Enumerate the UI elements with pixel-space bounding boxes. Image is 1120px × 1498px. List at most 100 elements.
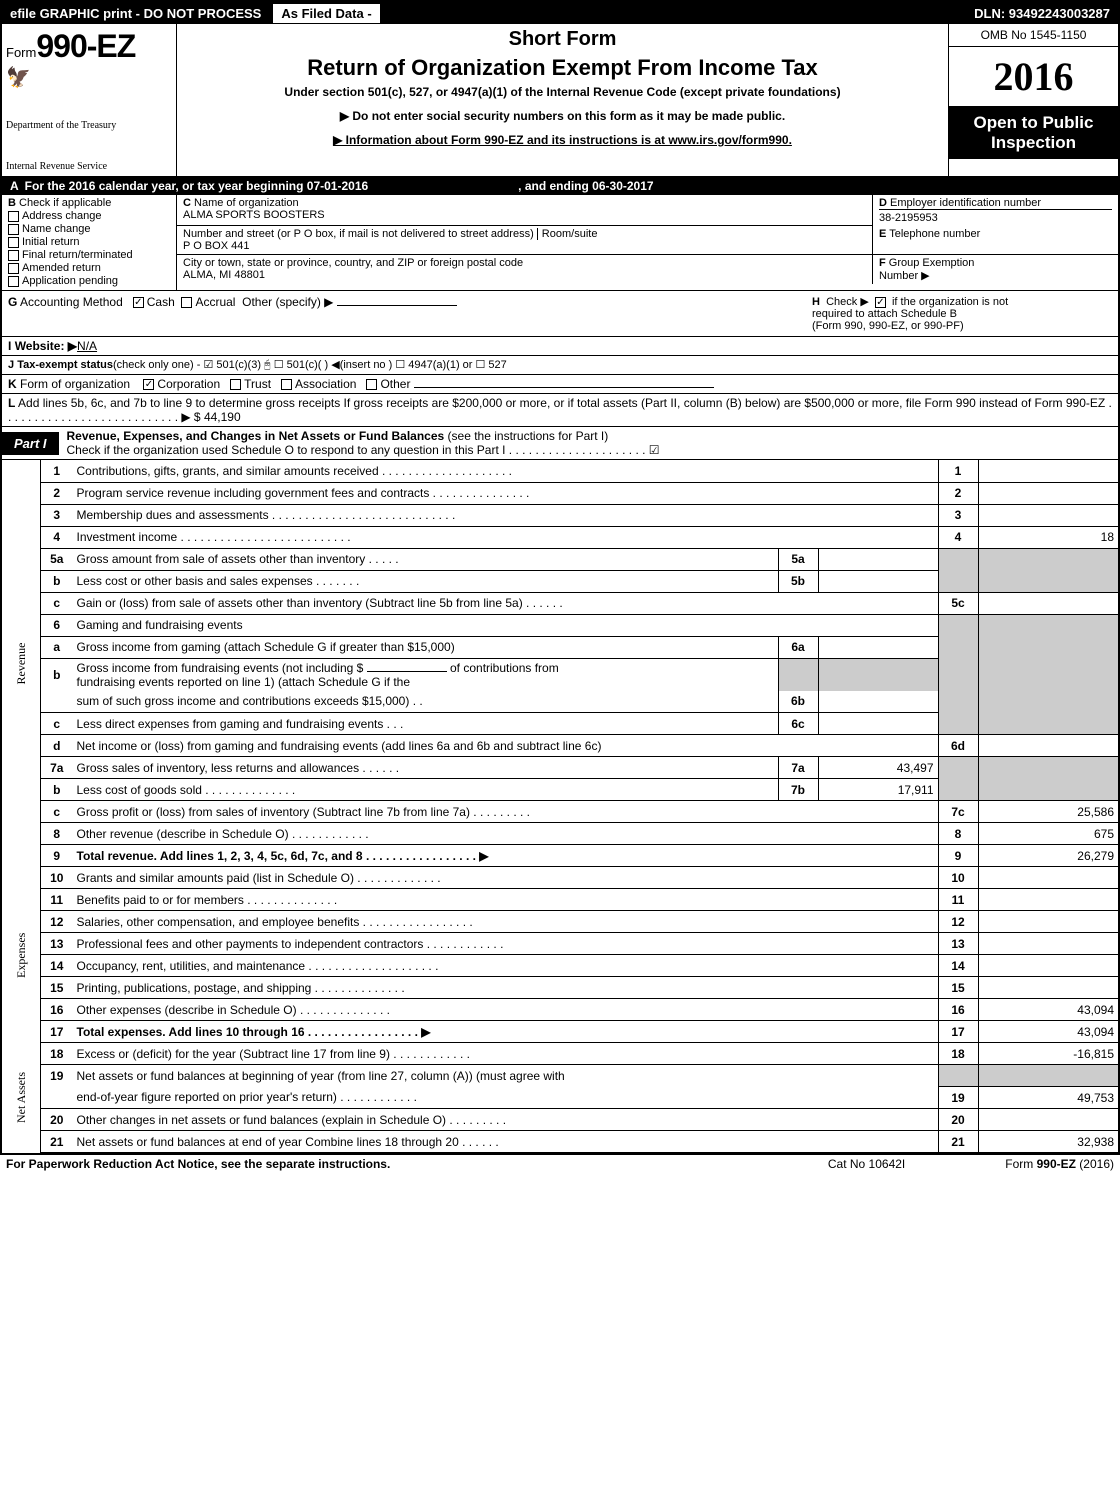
l7b-desc: Less cost of goods sold . . . . . . . . … bbox=[73, 779, 779, 801]
l11-num: 11 bbox=[41, 889, 73, 911]
g-label: G bbox=[8, 295, 17, 309]
l2-desc: Program service revenue including govern… bbox=[73, 482, 939, 504]
l13-rv bbox=[978, 933, 1118, 955]
p1-check: Check if the organization used Schedule … bbox=[67, 443, 660, 457]
amended-checkbox[interactable] bbox=[8, 263, 19, 274]
l5c-rv bbox=[978, 592, 1118, 614]
l5a-num: 5a bbox=[41, 548, 73, 570]
l14-desc: Occupancy, rent, utilities, and maintena… bbox=[73, 955, 939, 977]
l14-rv bbox=[978, 955, 1118, 977]
l6b-d3-s: fundraising events reported on line 1) (… bbox=[77, 675, 411, 689]
l12-rn: 12 bbox=[938, 911, 978, 933]
street-label: Number and street (or P O box, if mail i… bbox=[183, 228, 534, 240]
line-5c: c Gain or (loss) from sale of assets oth… bbox=[2, 592, 1118, 614]
other-specify: Other (specify) ▶ bbox=[242, 295, 333, 309]
trust-checkbox[interactable] bbox=[230, 379, 241, 390]
l10-rn: 10 bbox=[938, 867, 978, 889]
section-b: B Check if applicable Address change Nam… bbox=[2, 195, 177, 290]
l4-rn: 4 bbox=[938, 526, 978, 548]
l17-num: 17 bbox=[41, 1021, 73, 1043]
ssn-warning: ▶ Do not enter social security numbers o… bbox=[187, 109, 938, 123]
l17-desc-b: Total expenses. Add lines 10 through 16 … bbox=[77, 1025, 431, 1039]
j-text: Tax-exempt status bbox=[17, 359, 113, 371]
cash-checkbox[interactable]: ✓ bbox=[133, 297, 144, 308]
shade-7 bbox=[938, 757, 978, 801]
l2-rv bbox=[978, 482, 1118, 504]
city-box: City or town, state or province, country… bbox=[177, 255, 873, 284]
b-label: B bbox=[8, 197, 16, 209]
website-val: N/A bbox=[77, 339, 97, 353]
initial-checkbox[interactable] bbox=[8, 237, 19, 248]
corp-checkbox[interactable]: ✓ bbox=[143, 379, 154, 390]
cash: Cash bbox=[147, 295, 175, 309]
other-form-blank bbox=[414, 387, 714, 388]
l5c-rn: 5c bbox=[938, 592, 978, 614]
short-form-title: Short Form bbox=[187, 28, 938, 51]
page-footer: For Paperwork Reduction Act Notice, see … bbox=[0, 1155, 1120, 1173]
f-box: F Group Exemption Number ▶ bbox=[873, 255, 1118, 284]
l7a-num: 7a bbox=[41, 757, 73, 779]
l14-num: 14 bbox=[41, 955, 73, 977]
line-11: 11 Benefits paid to or for members . . .… bbox=[2, 889, 1118, 911]
p1-instr: (see the instructions for Part I) bbox=[448, 429, 609, 443]
h-t1: if the organization is not bbox=[892, 296, 1008, 308]
l6-num: 6 bbox=[41, 614, 73, 636]
l10-num: 10 bbox=[41, 867, 73, 889]
irs-eagle-icon: 🦅 bbox=[6, 65, 172, 90]
l5b-num: b bbox=[41, 570, 73, 592]
l18-rv: -16,815 bbox=[978, 1043, 1118, 1065]
l7a-mv: 43,497 bbox=[818, 757, 938, 779]
tax-year: 2016 bbox=[949, 47, 1118, 107]
l9-rn: 9 bbox=[938, 845, 978, 867]
l17-desc: Total expenses. Add lines 10 through 16 … bbox=[73, 1021, 939, 1043]
shade-5v bbox=[978, 548, 1118, 592]
line-16: 16 Other expenses (describe in Schedule … bbox=[2, 999, 1118, 1021]
shade-6v bbox=[978, 614, 1118, 735]
l4-desc: Investment income . . . . . . . . . . . … bbox=[73, 526, 939, 548]
l1-rv bbox=[978, 460, 1118, 482]
section-b-to-f: B Check if applicable Address change Nam… bbox=[2, 195, 1118, 291]
other-checkbox[interactable] bbox=[366, 379, 377, 390]
l20-num: 20 bbox=[41, 1109, 73, 1131]
open-to-public: Open to Public Inspection bbox=[949, 107, 1118, 159]
k-label: K bbox=[8, 377, 17, 391]
final-checkbox[interactable] bbox=[8, 250, 19, 261]
name-change-checkbox[interactable] bbox=[8, 224, 19, 235]
line-10: Expenses 10 Grants and similar amounts p… bbox=[2, 867, 1118, 889]
shade-6 bbox=[938, 614, 978, 735]
i-row: I Website: ▶N/A bbox=[2, 337, 1118, 356]
l7b-mv: 17,911 bbox=[818, 779, 938, 801]
form-header: Form990-EZ 🦅 Department of the Treasury … bbox=[2, 24, 1118, 177]
l7c-num: c bbox=[41, 801, 73, 823]
part1-title: Revenue, Expenses, and Changes in Net As… bbox=[59, 427, 1118, 459]
l4-rv: 18 bbox=[978, 526, 1118, 548]
part1-table: Revenue 1 Contributions, gifts, grants, … bbox=[2, 460, 1118, 1153]
revenue-side-label: Revenue bbox=[2, 460, 41, 867]
e-box: E Telephone number bbox=[873, 226, 1118, 255]
form-prefix: Form bbox=[6, 45, 36, 60]
l6d-num: d bbox=[41, 735, 73, 757]
l6b-d1: Gross income from fundraising events (no… bbox=[73, 658, 779, 691]
l10-rv bbox=[978, 867, 1118, 889]
l21-rn: 21 bbox=[938, 1131, 978, 1153]
pending-checkbox[interactable] bbox=[8, 276, 19, 287]
k-text: Form of organization bbox=[20, 377, 130, 391]
assoc-checkbox[interactable] bbox=[281, 379, 292, 390]
l3-desc: Membership dues and assessments . . . . … bbox=[73, 504, 939, 526]
line-12: 12 Salaries, other compensation, and emp… bbox=[2, 911, 1118, 933]
g-box: G Accounting Method ✓Cash Accrual Other … bbox=[8, 295, 812, 332]
h-checkbox[interactable]: ✓ bbox=[875, 297, 886, 308]
l13-num: 13 bbox=[41, 933, 73, 955]
l6a-desc: Gross income from gaming (attach Schedul… bbox=[73, 636, 779, 658]
line-3: 3 Membership dues and assessments . . . … bbox=[2, 504, 1118, 526]
l6a-num: a bbox=[41, 636, 73, 658]
grp-label: Group Exemption bbox=[889, 257, 975, 269]
a-ending: , and ending 06-30-2017 bbox=[518, 179, 653, 193]
l5a-desc: Gross amount from sale of assets other t… bbox=[73, 548, 779, 570]
check-if: Check if applicable bbox=[19, 197, 111, 209]
addr-change-checkbox[interactable] bbox=[8, 211, 19, 222]
l7c-rn: 7c bbox=[938, 801, 978, 823]
l7a-desc: Gross sales of inventory, less returns a… bbox=[73, 757, 779, 779]
accrual-checkbox[interactable] bbox=[181, 297, 192, 308]
city-label: City or town, state or province, country… bbox=[183, 257, 523, 269]
